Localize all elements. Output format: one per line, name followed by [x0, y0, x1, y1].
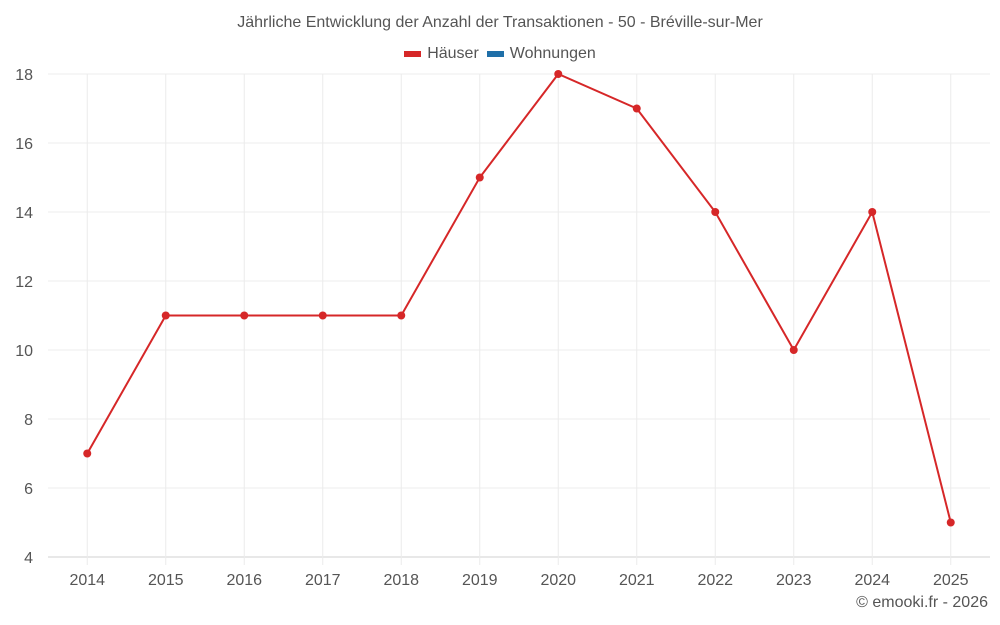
x-tick-label: 2024 — [854, 572, 890, 589]
x-tick-label: 2022 — [697, 572, 733, 589]
data-point — [161, 311, 170, 320]
x-tick-label: 2016 — [226, 572, 262, 589]
y-tick-label: 6 — [24, 481, 33, 498]
legend-label-wohnungen: Wohnungen — [509, 45, 596, 62]
legend: Häuser Wohnungen — [0, 45, 1000, 63]
legend-swatch-wohnungen-icon — [486, 51, 504, 57]
x-tick-label: 2019 — [462, 572, 498, 589]
x-tick-label: 2021 — [619, 572, 655, 589]
data-point — [397, 311, 406, 320]
x-tick-label: 2020 — [540, 572, 576, 589]
legend-label-haeuser: Häuser — [427, 45, 479, 62]
x-tick-label: 2018 — [383, 572, 419, 589]
data-point — [789, 346, 798, 354]
chart-title: Jährliche Entwicklung der Anzahl der Tra… — [237, 14, 763, 31]
y-tick-label: 12 — [15, 274, 33, 291]
data-point — [83, 449, 92, 458]
x-tick-label: 2015 — [148, 572, 184, 589]
y-tick-label: 18 — [15, 67, 33, 84]
y-tick-label: 8 — [24, 412, 33, 429]
x-tick-label: 2025 — [933, 572, 969, 589]
y-tick-label: 16 — [15, 136, 33, 153]
legend-swatch-haeuser-icon — [404, 51, 422, 57]
legend-item-haeuser[interactable]: Häuser — [404, 45, 479, 63]
series-line-häuser — [86, 72, 952, 523]
x-tick-label: 2023 — [776, 572, 812, 589]
data-point — [632, 104, 641, 113]
data-point — [868, 208, 877, 216]
legend-item-wohnungen[interactable]: Wohnungen — [486, 45, 596, 63]
data-point — [711, 208, 720, 216]
x-tick-label: 2014 — [69, 572, 105, 589]
data-point — [240, 311, 249, 320]
y-tick-label: 4 — [24, 550, 33, 567]
data-point — [946, 518, 955, 527]
y-tick-label: 10 — [15, 343, 33, 360]
data-point — [475, 173, 484, 182]
x-tick-label: 2017 — [305, 572, 341, 589]
y-tick-label: 14 — [15, 205, 33, 222]
data-point — [318, 311, 327, 320]
data-point — [554, 70, 563, 78]
copyright-credit: © emooki.fr - 2026 — [856, 594, 988, 611]
